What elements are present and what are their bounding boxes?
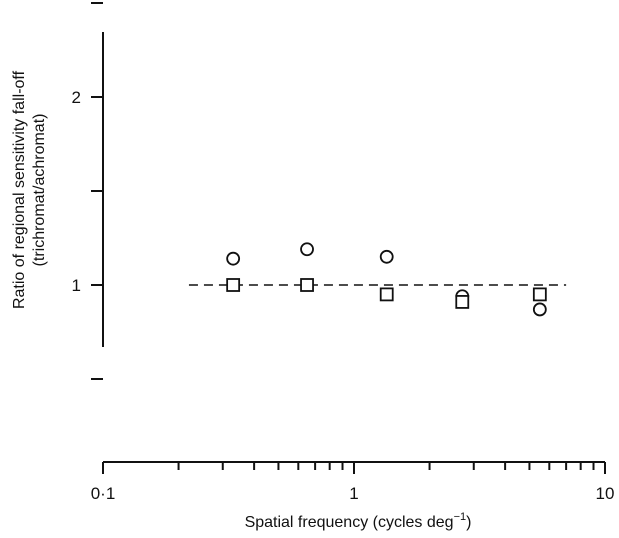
data-point-circle — [379, 249, 394, 264]
data-point-square — [379, 287, 394, 302]
data-point-square — [532, 287, 547, 302]
data-point-circle — [532, 302, 547, 317]
x-axis-title-sup: −1 — [454, 511, 467, 523]
x-tick-label: 1 — [349, 484, 358, 503]
data-point-square — [455, 295, 470, 309]
x-axis-title-close: ) — [466, 514, 471, 531]
x-axis-title: Spatial frequency (cycles deg−1) — [245, 511, 472, 531]
data-points — [226, 242, 547, 317]
data-point-circle — [300, 242, 314, 257]
x-axis: 0·1 1 10 — [91, 461, 615, 503]
x-axis-title-main: Spatial frequency (cycles deg — [245, 514, 454, 531]
y-axis-title-line2: (trichromat/achromat) — [31, 114, 48, 267]
y-axis-title-line1: Ratio of regional sensitivity fall-off — [11, 70, 28, 309]
data-point-square — [300, 278, 314, 292]
y-axis: 123 — [72, 2, 104, 380]
data-point-square — [226, 278, 241, 292]
data-point-circle — [226, 251, 241, 266]
x-tick-label: 10 — [596, 484, 615, 503]
y-tick-label: 2 — [72, 88, 81, 107]
x-tick-label: 0·1 — [91, 484, 116, 503]
y-tick-label: 1 — [72, 276, 81, 295]
